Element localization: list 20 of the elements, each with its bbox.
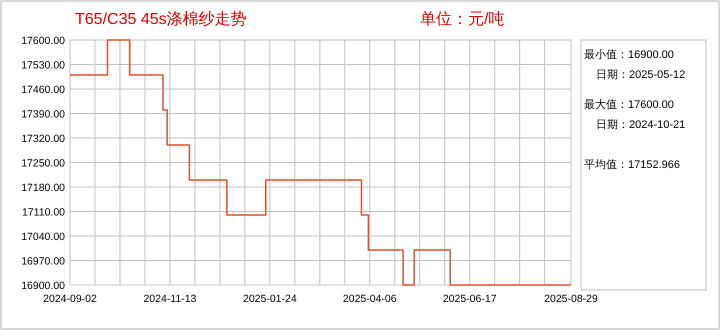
y-tick-label: 17320.00 [21,133,66,145]
y-tick-label: 17040.00 [21,231,66,243]
y-tick-label: 17110.00 [22,206,66,218]
y-tick-label: 16970.00 [21,256,66,268]
y-tick-label: 17530.00 [21,60,66,72]
stats: 最小值：16900.00 日期：2025-05-12 最大值：17600.00 日期：2024-10-21 平均值：17152.966 [580,40,706,290]
x-tick-label: 2025-06-17 [442,293,497,305]
x-tick-label: 2024-11-13 [143,293,197,305]
x-tick-label: 2025-08-29 [544,293,598,305]
x-tick-label: 2025-01-24 [242,293,297,305]
y-tick-label: 16900.00 [21,280,66,292]
chart-title: T65/C35 45s涤棉纱走势 [75,10,247,28]
x-tick-label: 2024-09-02 [43,293,98,305]
y-tick-label: 17250.00 [21,158,66,170]
chart-subtitle: 单位：元/吨 [420,10,504,28]
y-tick-label: 17600.00 [21,35,66,47]
y-tick-label: 17390.00 [21,108,66,120]
y-tick-label: 17460.00 [21,84,66,96]
y-tick-label: 17180.00 [21,182,66,194]
x-tick-label: 2025-04-06 [342,293,397,305]
